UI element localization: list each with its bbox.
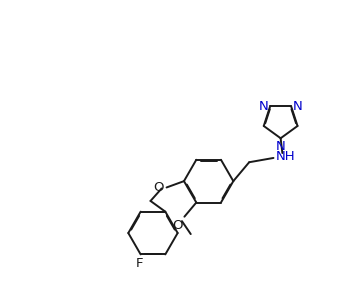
Text: F: F: [136, 257, 143, 270]
Text: O: O: [154, 181, 164, 194]
Text: NH: NH: [276, 151, 295, 164]
Text: N: N: [276, 140, 286, 153]
Text: N: N: [293, 99, 302, 113]
Text: N: N: [259, 99, 269, 113]
Text: O: O: [172, 219, 183, 232]
